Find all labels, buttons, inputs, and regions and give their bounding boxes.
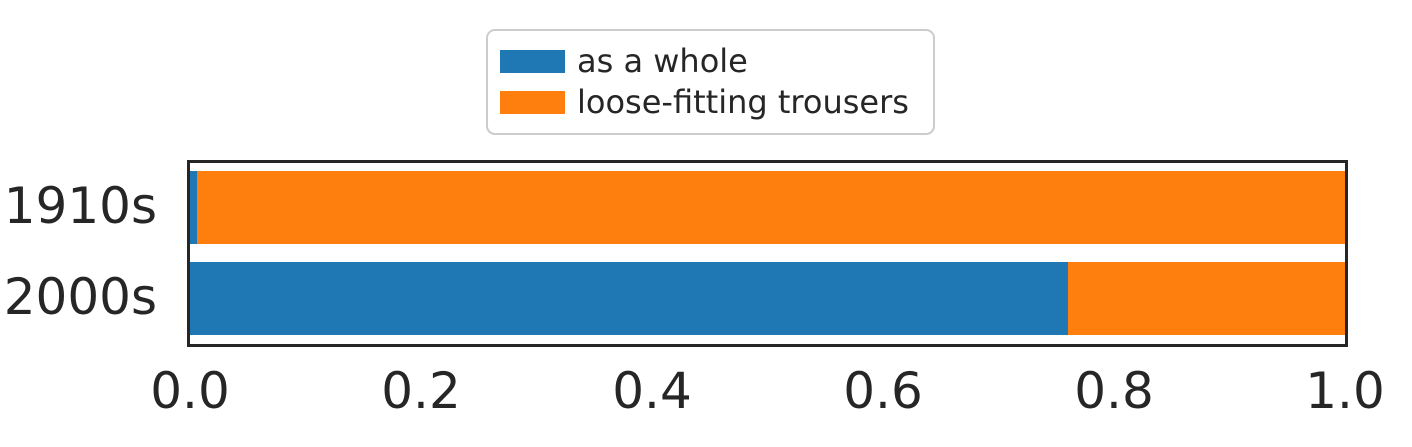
legend-entry: loose-fitting trousers [500, 82, 921, 121]
x-tick-label: 1.0 [1305, 362, 1385, 420]
plot-area [187, 160, 1348, 347]
bar-segment [1067, 262, 1345, 335]
chart-legend: as a whole loose-fitting trousers [486, 29, 935, 135]
legend-label: as a whole [577, 42, 748, 81]
legend-swatch-icon [500, 90, 565, 114]
legend-label: loose-fitting trousers [577, 82, 909, 121]
x-tick-label: 0.6 [843, 362, 923, 420]
legend-swatch-icon [500, 50, 565, 74]
legend-entry: as a whole [500, 44, 921, 79]
y-tick-label: 2000s [3, 267, 157, 326]
y-axis-labels: 1910s 2000s [0, 0, 157, 447]
bar-segment [190, 171, 197, 244]
bar-row-1910s [190, 171, 1345, 244]
x-tick-label: 0.4 [612, 362, 692, 420]
y-tick-label: 1910s [3, 176, 157, 235]
bar-segment [190, 262, 1068, 335]
x-tick-label: 0.0 [150, 362, 230, 420]
bar-segment [196, 171, 1345, 244]
bar-row-2000s [190, 262, 1345, 335]
x-tick-label: 0.2 [381, 362, 461, 420]
x-tick-label: 0.8 [1074, 362, 1154, 420]
